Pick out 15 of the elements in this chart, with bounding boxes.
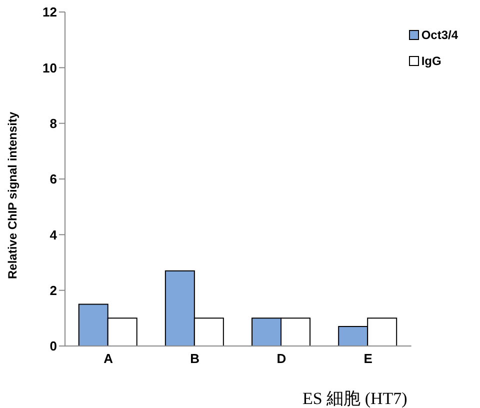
y-tick-label: 0 xyxy=(50,338,57,354)
x-axis-title: ES 細胞 (HT7) xyxy=(302,389,408,408)
y-tick-label: 4 xyxy=(50,227,58,242)
y-axis-title: Relative ChIP signal intensity xyxy=(5,112,20,279)
y-tick-label: 6 xyxy=(50,172,57,187)
y-tick-label: 8 xyxy=(50,116,57,131)
x-tick-label: A xyxy=(104,351,114,366)
x-tick-label: E xyxy=(364,351,373,366)
y-tick-label: 2 xyxy=(50,282,57,298)
x-tick-label: D xyxy=(276,351,286,366)
x-tick-label: B xyxy=(190,351,200,366)
legend-label: IgG xyxy=(421,54,442,68)
y-tick-label: 10 xyxy=(42,60,57,76)
legend-label: Oct3/4 xyxy=(421,28,458,42)
y-tick-label: 12 xyxy=(42,4,57,20)
